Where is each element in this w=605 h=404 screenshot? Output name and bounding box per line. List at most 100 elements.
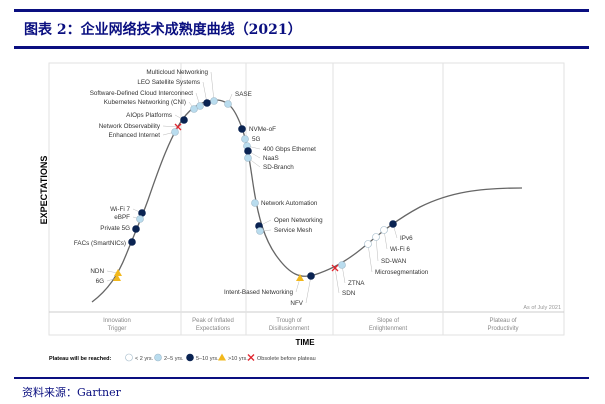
- y-axis-label: EXPECTATIONS: [39, 156, 49, 225]
- technology-point: Wi-Fi 7: [110, 206, 146, 217]
- plateau-marker-5to10: [132, 225, 140, 233]
- plateau-marker-5to10: [180, 116, 188, 124]
- technology-point: 6G: [96, 274, 121, 285]
- technology-label: NFV: [290, 300, 303, 307]
- technology-label: Wi-Fi 6: [390, 246, 410, 253]
- legend-label: 2–5 yrs.: [164, 356, 184, 362]
- technology-label: FACs (SmartNICs): [74, 240, 126, 247]
- source-note: 资料来源：Gartner: [22, 386, 121, 399]
- leader-line: [367, 243, 373, 273]
- plateau-marker-2to5: [244, 154, 252, 162]
- technology-point: Network Automation: [251, 199, 318, 207]
- legend-item: Obsolete before plateau: [247, 354, 316, 362]
- phase-label: Slope of: [377, 318, 399, 324]
- technology-label: AIOps Platforms: [126, 112, 172, 119]
- plateau-marker-2to5: [136, 215, 144, 223]
- x-axis-label: TIME: [295, 338, 315, 347]
- plateau-marker-2to5: [224, 100, 232, 108]
- technology-label: Network Automation: [261, 200, 318, 207]
- technology-point: 400 Gbps Ethernet: [243, 142, 316, 153]
- legend-item: < 2 yrs.: [125, 353, 154, 362]
- phase-label: Peak of Inflated: [192, 318, 234, 324]
- plateau-marker-obsolete: [331, 264, 339, 272]
- technology-point: Wi-Fi 6: [380, 226, 410, 253]
- technology-label: Network Observability: [99, 123, 161, 130]
- plateau-marker-2to5: [171, 128, 179, 136]
- technology-point: Software-Defined Cloud Interconnect: [90, 90, 204, 110]
- technology-point: NaaS: [244, 147, 279, 162]
- technology-point: eBPF: [114, 214, 144, 223]
- technology-point: SDN: [331, 264, 356, 297]
- plateau-marker-lt2: [380, 226, 388, 234]
- chart-frame: [48, 62, 565, 336]
- leader-line: [305, 275, 312, 304]
- legend-label: Obsolete before plateau: [257, 356, 316, 362]
- leader-line: [162, 125, 179, 128]
- phase-label: Disillusionment: [269, 326, 310, 332]
- plateau-marker-5to10: [128, 238, 136, 246]
- technology-point: FACs (SmartNICs): [74, 238, 136, 247]
- legend-label: 5–10 yrs.: [196, 356, 219, 362]
- legend-title: Plateau will be reached:: [49, 356, 112, 362]
- title-rule: [14, 46, 589, 49]
- technology-label: 400 Gbps Ethernet: [263, 146, 316, 153]
- technology-label: Kubernetes Networking (CNI): [104, 99, 186, 106]
- technology-label: Wi-Fi 7: [110, 206, 130, 213]
- technology-point: Intent-Based Networking: [224, 274, 304, 296]
- plateau-marker-2to5: [196, 102, 204, 110]
- leader-line: [375, 236, 379, 262]
- legend-item: >10 yrs.: [218, 353, 248, 362]
- plateau-marker-2to5: [338, 261, 346, 269]
- phase-label: Productivity: [487, 326, 518, 332]
- technology-point: Enhanced Internet: [109, 128, 179, 139]
- technology-label: Service Mesh: [274, 227, 313, 234]
- technology-point: NVMe-oF: [238, 125, 276, 133]
- technology-label: Multicloud Networking: [146, 69, 208, 76]
- plateau-marker-2to5: [256, 227, 264, 235]
- technology-point: IPv6: [389, 220, 413, 242]
- technology-point: Private 5G: [100, 225, 140, 233]
- plateau-marker-5to10: [203, 99, 211, 107]
- technology-label: Intent-Based Networking: [224, 289, 293, 296]
- plateau-marker-2to5: [251, 199, 259, 207]
- technology-point: Service Mesh: [256, 227, 313, 235]
- technology-point: SASE: [224, 91, 252, 108]
- legend-marker-5to10: [186, 353, 194, 362]
- technology-label: NDN: [90, 268, 104, 275]
- legend-label: >10 yrs.: [228, 356, 248, 362]
- plateau-marker-gt10: [296, 274, 304, 281]
- figure-title: 图表 2：企业网络技术成熟度曲线（2021）: [24, 22, 302, 38]
- technology-label: Open Networking: [274, 217, 323, 224]
- technology-point: Kubernetes Networking (CNI): [104, 99, 198, 113]
- legend-marker-obsolete: [247, 354, 255, 361]
- leader-line: [334, 267, 340, 294]
- plateau-marker-2to5: [210, 97, 218, 105]
- technology-label: SD-WAN: [381, 258, 407, 265]
- technology-point: Multicloud Networking: [146, 69, 218, 105]
- plateau-marker-2to5: [190, 105, 198, 113]
- plateau-marker-5to10: [307, 272, 315, 280]
- technology-label: 5G: [252, 136, 261, 143]
- technology-point: NDN: [90, 268, 122, 276]
- plateau-marker-5to10: [238, 125, 246, 133]
- technology-label: NVMe-oF: [249, 126, 276, 133]
- technology-label: SDN: [342, 290, 356, 297]
- phase-label: Enlightenment: [369, 326, 408, 332]
- technology-point: 5G: [241, 135, 261, 143]
- technology-label: IPv6: [400, 235, 413, 242]
- phase-label: Expectations: [196, 326, 230, 332]
- technology-label: Private 5G: [100, 225, 130, 232]
- hype-curve: [91, 99, 523, 303]
- plateau-marker-5to10: [244, 147, 252, 155]
- bottom-rule: [14, 377, 589, 379]
- phase-label: Innovation: [103, 318, 131, 324]
- legend-marker-gt10: [218, 353, 226, 361]
- technology-point: ZTNA: [338, 261, 365, 287]
- technology-label: LEO Satellite Systems: [137, 79, 200, 86]
- technology-point: Microsegmentation: [364, 240, 429, 276]
- legend-marker-lt2: [125, 353, 133, 362]
- technology-point: LEO Satellite Systems: [137, 79, 211, 107]
- plateau-marker-2to5: [241, 135, 249, 143]
- phase-label: Trough of: [276, 318, 302, 324]
